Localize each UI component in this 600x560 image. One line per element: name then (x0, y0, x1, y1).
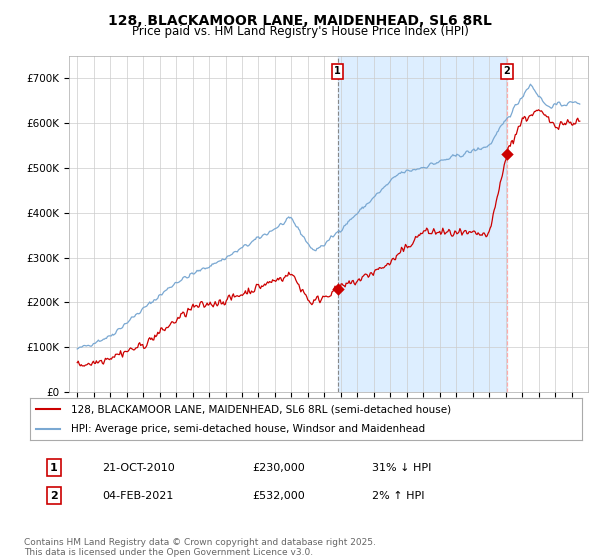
Text: 31% ↓ HPI: 31% ↓ HPI (372, 463, 431, 473)
Text: Price paid vs. HM Land Registry's House Price Index (HPI): Price paid vs. HM Land Registry's House … (131, 25, 469, 38)
Text: 2: 2 (50, 491, 58, 501)
Text: Contains HM Land Registry data © Crown copyright and database right 2025.
This d: Contains HM Land Registry data © Crown c… (24, 538, 376, 557)
Text: HPI: Average price, semi-detached house, Windsor and Maidenhead: HPI: Average price, semi-detached house,… (71, 424, 425, 434)
Text: £230,000: £230,000 (252, 463, 305, 473)
Text: 2% ↑ HPI: 2% ↑ HPI (372, 491, 425, 501)
Text: 128, BLACKAMOOR LANE, MAIDENHEAD, SL6 8RL: 128, BLACKAMOOR LANE, MAIDENHEAD, SL6 8R… (108, 14, 492, 28)
Point (502, 149, 512, 158)
Bar (338, 56, 507, 392)
Text: 21-OCT-2010: 21-OCT-2010 (102, 463, 175, 473)
Text: 04-FEB-2021: 04-FEB-2021 (102, 491, 173, 501)
Point (333, 284, 343, 293)
Text: 2: 2 (504, 66, 511, 76)
Text: 1: 1 (50, 463, 58, 473)
Text: £532,000: £532,000 (252, 491, 305, 501)
Text: 128, BLACKAMOOR LANE, MAIDENHEAD, SL6 8RL (semi-detached house): 128, BLACKAMOOR LANE, MAIDENHEAD, SL6 8R… (71, 404, 452, 414)
Text: 1: 1 (334, 66, 341, 76)
